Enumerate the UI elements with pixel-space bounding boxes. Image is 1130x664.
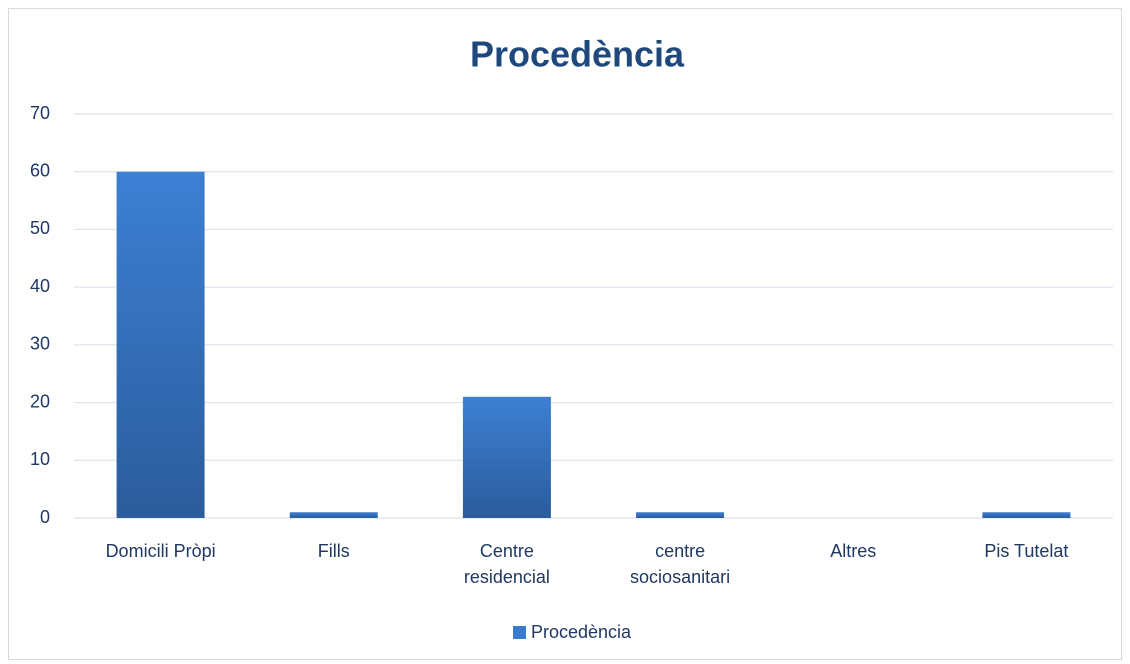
legend-label: Procedència — [531, 622, 632, 642]
x-tick-label: Domicili Pròpi — [105, 541, 216, 561]
y-tick-label: 50 — [30, 218, 50, 238]
y-tick-label: 10 — [30, 449, 50, 469]
legend-swatch — [513, 626, 526, 639]
y-tick-label: 0 — [40, 507, 50, 527]
y-tick-label: 60 — [30, 160, 50, 180]
bar — [982, 512, 1071, 518]
x-tick-label: Altres — [830, 541, 877, 561]
bar — [462, 396, 551, 518]
x-tick-label: Fills — [317, 541, 350, 561]
x-tick-label: Pis Tutelat — [984, 541, 1069, 561]
chart-title: Procedència — [470, 34, 685, 75]
x-tick-label: Centre residencial — [463, 541, 550, 587]
y-tick-label: 70 — [30, 103, 50, 123]
y-tick-label: 30 — [30, 334, 50, 354]
bar — [116, 171, 205, 518]
y-tick-label: 40 — [30, 276, 50, 296]
y-tick-label: 20 — [30, 391, 50, 411]
bar — [289, 512, 378, 518]
x-tick-label: centre sociosanitari — [630, 541, 731, 587]
bar — [636, 512, 725, 518]
